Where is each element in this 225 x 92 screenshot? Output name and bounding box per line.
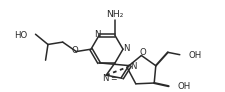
Text: N: N [129,62,136,71]
Text: N: N [93,30,100,39]
Text: O: O [138,48,145,57]
Text: N: N [101,74,108,83]
Text: OH: OH [188,51,201,60]
Text: NH₂: NH₂ [106,10,123,19]
Text: N: N [122,44,129,53]
Text: O: O [71,46,78,55]
Text: OH: OH [177,82,190,91]
Text: =: = [109,74,116,83]
Text: HO: HO [14,31,27,40]
